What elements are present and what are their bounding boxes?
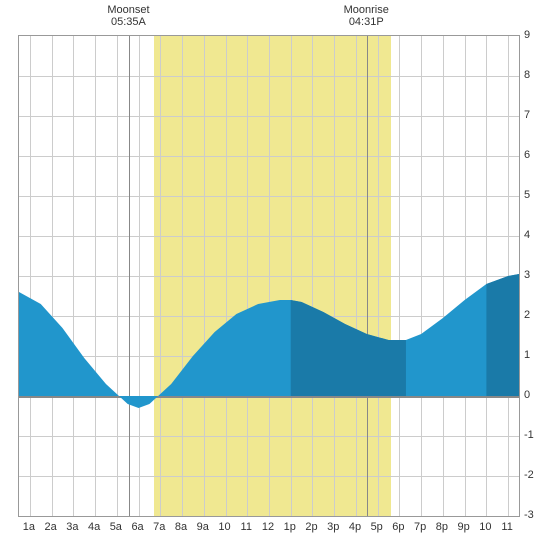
tide-shade [19, 36, 519, 516]
x-tick-label: 7a [153, 521, 165, 533]
x-tick-label: 2a [44, 521, 56, 533]
x-tick-label: 4p [349, 521, 361, 533]
x-tick-label: 10 [218, 521, 230, 533]
x-tick-label: 3p [327, 521, 339, 533]
x-tick-label: 7p [414, 521, 426, 533]
x-tick-label: 12 [262, 521, 274, 533]
y-tick-label: -3 [524, 509, 534, 521]
y-tick-label: 1 [524, 349, 530, 361]
plot-area [18, 35, 520, 517]
y-tick-label: 4 [524, 229, 530, 241]
moon-event-label: Moonrise04:31P [344, 4, 389, 28]
x-tick-label: 8a [175, 521, 187, 533]
x-tick-label: 3a [66, 521, 78, 533]
y-tick-label: 7 [524, 109, 530, 121]
moon-event-time: 05:35A [107, 16, 149, 28]
moon-event-name: Moonset [107, 4, 149, 16]
x-tick-label: 5a [110, 521, 122, 533]
y-tick-label: 5 [524, 189, 530, 201]
x-tick-label: 5p [371, 521, 383, 533]
y-tick-label: -2 [524, 469, 534, 481]
y-tick-label: 8 [524, 69, 530, 81]
tide-chart: 1a2a3a4a5a6a7a8a9a1011121p2p3p4p5p6p7p8p… [0, 0, 550, 550]
x-tick-label: 11 [241, 521, 252, 533]
y-tick-label: 6 [524, 149, 530, 161]
x-tick-label: 9p [458, 521, 470, 533]
x-tick-label: 1p [284, 521, 296, 533]
x-tick-label: 10 [479, 521, 491, 533]
x-tick-label: 4a [88, 521, 100, 533]
moon-event-time: 04:31P [344, 16, 389, 28]
x-tick-label: 9a [197, 521, 209, 533]
x-tick-label: 6p [392, 521, 404, 533]
y-tick-label: 2 [524, 309, 530, 321]
y-tick-label: 0 [524, 389, 530, 401]
x-tick-label: 1a [23, 521, 35, 533]
x-tick-label: 8p [436, 521, 448, 533]
x-tick-label: 6a [131, 521, 143, 533]
x-tick-label: 11 [501, 521, 512, 533]
moon-event-label: Moonset05:35A [107, 4, 149, 28]
y-tick-label: -1 [524, 429, 534, 441]
moon-event-name: Moonrise [344, 4, 389, 16]
y-tick-label: 9 [524, 29, 530, 41]
x-tick-label: 2p [305, 521, 317, 533]
y-tick-label: 3 [524, 269, 530, 281]
